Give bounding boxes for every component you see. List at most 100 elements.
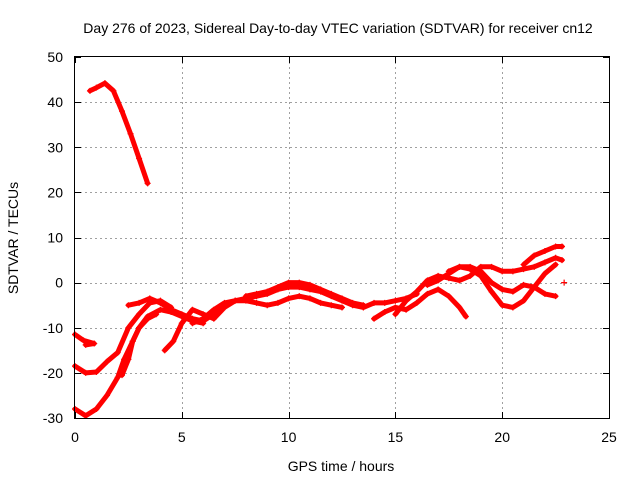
- data-point: [136, 311, 143, 318]
- data-point: [499, 286, 506, 293]
- data-point: [488, 263, 495, 270]
- data-point: [520, 281, 527, 288]
- data-point: [371, 299, 378, 306]
- data-point: [157, 306, 164, 313]
- data-point: [91, 340, 98, 347]
- y-tick-label: -20: [43, 365, 63, 381]
- x-tick-label: 10: [281, 429, 297, 445]
- y-axis-label: SDTVAR / TECUs: [5, 182, 21, 294]
- data-point: [253, 299, 260, 306]
- data-point: [86, 87, 93, 94]
- data-point: [189, 306, 196, 313]
- data-point: [274, 284, 281, 291]
- x-tick-label: 15: [388, 429, 404, 445]
- data-point: [509, 304, 516, 311]
- data-point: [285, 295, 292, 302]
- data-point: [93, 84, 100, 91]
- data-point: [144, 313, 151, 320]
- data-point: [306, 281, 313, 288]
- series-trace: [72, 311, 159, 419]
- y-tick-label: 20: [47, 184, 63, 200]
- data-point: [456, 263, 463, 270]
- data-point: [541, 259, 548, 266]
- y-tick-label: 30: [47, 139, 63, 155]
- data-point: [125, 356, 132, 363]
- data-point: [499, 302, 506, 309]
- data-point: [509, 288, 516, 295]
- data-point: [467, 263, 474, 270]
- data-point: [146, 295, 153, 302]
- series-trace: [371, 286, 469, 322]
- data-point: [125, 302, 132, 309]
- data-point: [80, 337, 87, 344]
- data-point: [339, 304, 345, 311]
- data-point: [488, 279, 495, 286]
- data-point: [200, 315, 207, 322]
- series-trace: [72, 332, 97, 348]
- data-point: [104, 358, 111, 365]
- data-point: [541, 270, 548, 277]
- data-point: [232, 297, 239, 304]
- data-point: [114, 374, 121, 381]
- data-point: [477, 268, 484, 275]
- data-point: [403, 297, 410, 304]
- series-layer: [72, 80, 568, 419]
- data-point: [210, 306, 217, 313]
- data-point: [118, 372, 125, 379]
- y-tick-label: -30: [43, 410, 63, 426]
- ticks-layer: 0 5 10 15 20 25 -30 -20 -10 0 10 20 30 40 50: [43, 49, 617, 445]
- data-point: [253, 290, 260, 297]
- series-trace: [243, 280, 366, 308]
- data-point: [317, 286, 324, 293]
- grid-layer: [75, 57, 609, 418]
- data-point: [125, 324, 132, 331]
- data-point: [435, 286, 442, 293]
- data-point: [531, 252, 538, 259]
- data-point: [317, 299, 324, 306]
- series-arc-d: [72, 311, 160, 419]
- chart-title: Day 276 of 2023, Sidereal Day-to-day VTE…: [83, 20, 593, 36]
- x-tick-label: 25: [601, 429, 617, 445]
- data-point: [403, 306, 410, 313]
- series-trace: [87, 80, 151, 186]
- data-point: [274, 299, 281, 306]
- data-point: [296, 279, 303, 286]
- data-point: [101, 80, 108, 87]
- data-point: [462, 313, 469, 320]
- data-point: [559, 243, 566, 250]
- data-point: [136, 299, 143, 306]
- data-point: [161, 347, 168, 354]
- data-point: [467, 272, 474, 279]
- y-tick-label: 10: [47, 230, 63, 246]
- data-point: [424, 290, 431, 297]
- y-tick-label: 40: [47, 94, 63, 110]
- y-tick-label: -10: [43, 320, 63, 336]
- x-tick-label: 5: [178, 429, 186, 445]
- data-point: [445, 268, 452, 275]
- data-point: [93, 405, 100, 412]
- data-point: [127, 130, 134, 137]
- data-point: [264, 302, 271, 309]
- data-point: [561, 279, 568, 286]
- series-arc-m: [445, 263, 559, 300]
- data-point: [424, 281, 431, 288]
- series-arc-b: [72, 331, 98, 348]
- series-arc-o: [561, 279, 568, 286]
- x-tick-label: 20: [494, 429, 510, 445]
- data-point: [413, 299, 420, 306]
- data-point: [413, 288, 420, 295]
- series-arc-h: [189, 293, 345, 327]
- data-point: [114, 349, 121, 356]
- data-point: [306, 295, 313, 302]
- data-point: [381, 299, 388, 306]
- x-tick-label: 0: [71, 429, 79, 445]
- x-axis-label: GPS time / hours: [288, 458, 395, 474]
- data-point: [178, 311, 185, 318]
- data-point: [349, 299, 356, 306]
- data-point: [381, 308, 388, 315]
- data-point: [118, 108, 125, 115]
- series-arc-k: [392, 254, 566, 318]
- data-point: [328, 290, 335, 297]
- data-point: [339, 295, 345, 302]
- data-point: [456, 304, 463, 311]
